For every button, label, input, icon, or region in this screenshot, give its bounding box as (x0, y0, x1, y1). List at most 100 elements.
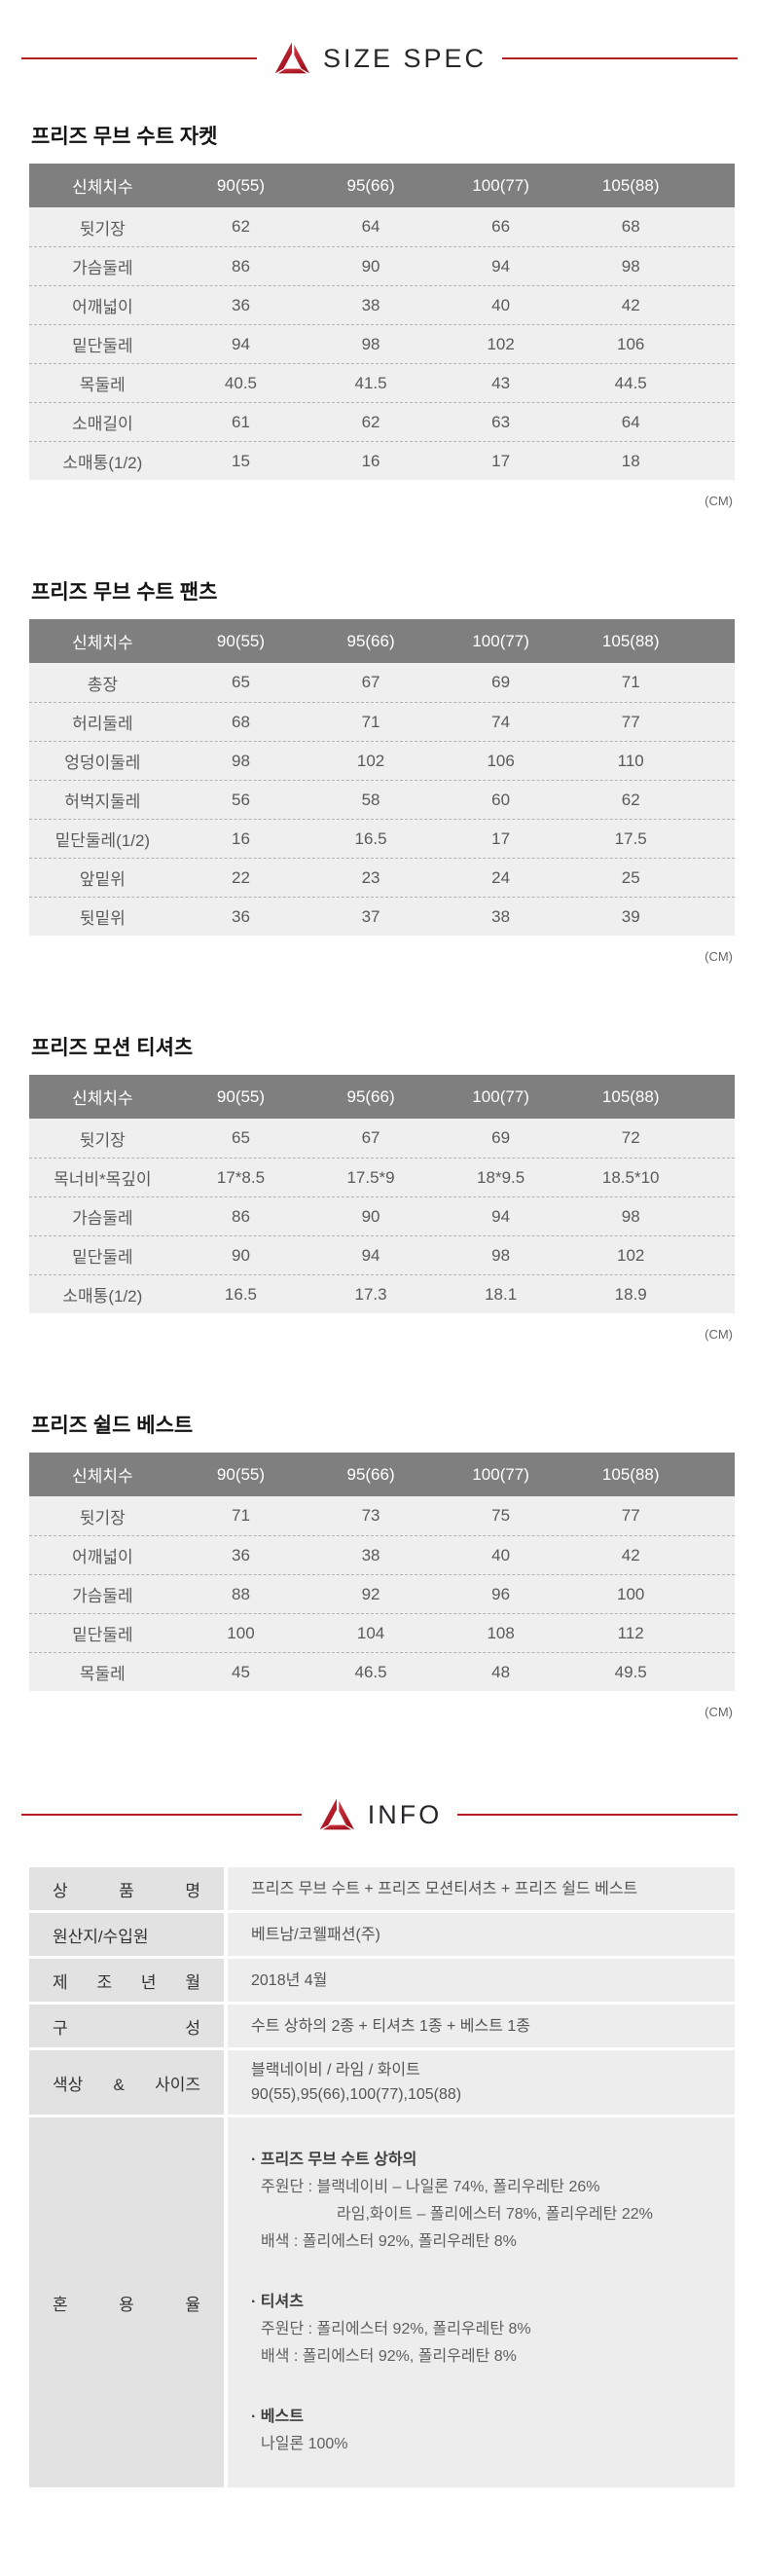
table-row: 뒷기장 71 73 75 77 (29, 1496, 735, 1535)
info-row-label-text: 혼 용 율 (53, 2295, 200, 2314)
info-row-label: 혼 용 율 (29, 2117, 224, 2487)
size-value: 42 (621, 295, 640, 314)
banner-line-right (457, 1814, 738, 1816)
row-label: 뒷밑위 (79, 909, 126, 928)
column-header-size-90(55): 90(55) (216, 1086, 266, 1106)
size-value: 40 (491, 295, 511, 314)
size-value: 68 (232, 712, 250, 731)
info-row: 상 품 명 프리즈 무브 수트 + 프리즈 모션티셔츠 + 프리즈 쉴드 베스트 (29, 1867, 735, 1910)
table-row: 목둘레 45 46.5 48 49.5 (29, 1652, 735, 1691)
size-value: 38 (491, 906, 511, 926)
info-row-value: 베트남/코웰패션(주) (228, 1913, 735, 1956)
row-label: 어깨넓이 (72, 1548, 133, 1566)
size-value: 77 (621, 1506, 640, 1525)
column-header-body-size: 신체치수 (72, 178, 133, 197)
size-value: 46.5 (354, 1662, 387, 1681)
size-value: 42 (621, 1545, 640, 1564)
row-label: 앞밑위 (79, 870, 126, 889)
size-value: 36 (232, 1545, 250, 1564)
column-header-size-105(88): 105(88) (601, 1086, 660, 1106)
size-table-header-row: 신체치수 90(55) 95(66) 100(77) 105(88) (29, 619, 735, 663)
size-value: 102 (617, 1245, 645, 1265)
size-value: 38 (361, 295, 380, 314)
size-value: 37 (361, 906, 380, 926)
row-label: 목둘레 (79, 1665, 126, 1683)
table-row: 가슴둘레 86 90 94 98 (29, 246, 735, 285)
info-row-label: 상 품 명 (29, 1867, 224, 1910)
size-value: 77 (621, 712, 640, 731)
table-row: 소매통(1/2) 16.5 17.3 18.1 18.9 (29, 1274, 735, 1313)
table-row: 밑단둘레 100 104 108 112 (29, 1613, 735, 1652)
banner-line-right (502, 57, 739, 59)
spec-section-jacket: 프리즈 무브 수트 자켓 신체치수 90(55) 95(66) 100(77) 105(… (29, 121, 735, 508)
info-row-label-text: 상 품 명 (53, 1881, 200, 1900)
size-value: 17 (491, 828, 511, 848)
unit-label: (CM) (705, 949, 733, 964)
row-label: 가슴둘레 (72, 1587, 133, 1605)
size-value: 63 (491, 412, 511, 431)
size-value: 90 (232, 1245, 250, 1265)
info-value-line: 2018년 4월 (251, 1971, 328, 1989)
size-value: 104 (356, 1623, 385, 1642)
table-row: 뒷밑위 36 37 38 39 (29, 897, 735, 936)
size-value: 17.5 (614, 828, 647, 848)
row-label: 목둘레 (79, 376, 126, 394)
unit-label: (CM) (705, 1705, 733, 1719)
column-header-body-size: 신체치수 (72, 1467, 133, 1486)
table-row: 소매통(1/2) 15 16 17 18 (29, 441, 735, 480)
table-row: 목너비*목깊이 17*8.5 17.5*9 18*9.5 18.5*10 (29, 1158, 735, 1196)
row-label: 소매통(1/2) (62, 1287, 143, 1306)
table-row: 밑단둘레 94 98 102 106 (29, 324, 735, 363)
info-row-label-text: 구 성 (53, 2018, 200, 2038)
size-value: 88 (232, 1584, 250, 1603)
size-table-tshirt: 신체치수 90(55) 95(66) 100(77) 105(88) 뒷기장 65 67 69 7… (29, 1075, 735, 1313)
table-row: 총장 65 67 69 71 (29, 663, 735, 702)
info-value-line: 프리즈 무브 수트 + 프리즈 모션티셔츠 + 프리즈 쉴드 베스트 (251, 1880, 638, 1897)
info-row-label: 구 성 (29, 2005, 224, 2047)
info-row-value: 수트 상하의 2종 + 티셔츠 1종 + 베스트 1종 (228, 2005, 735, 2047)
blend-line: 나일론 100% (261, 2436, 348, 2452)
unit-label: (CM) (705, 1327, 733, 1342)
size-value: 100 (227, 1623, 255, 1642)
size-value: 68 (621, 217, 640, 236)
size-value: 71 (232, 1506, 250, 1525)
row-label: 밑단둘레 (72, 1248, 133, 1267)
size-value: 39 (621, 906, 640, 926)
table-row: 엉덩이둘레 98 102 106 110 (29, 741, 735, 780)
info-row-label: 원산지/수입원 (29, 1913, 224, 1956)
banner-line-left (21, 57, 257, 59)
info-row-label-text: 제 조 년 월 (53, 1972, 200, 1992)
column-header-size-90(55): 90(55) (216, 631, 266, 650)
info-value-line: 수트 상하의 2종 + 티셔츠 1종 + 베스트 1종 (251, 2017, 531, 2035)
row-label: 어깨넓이 (72, 298, 133, 316)
size-table-jacket: 신체치수 90(55) 95(66) 100(77) 105(88) 뒷기장 62 64 66 6… (29, 164, 735, 480)
info-row-label: 색상 & 사이즈 (29, 2050, 224, 2115)
spec-section-title: 프리즈 무브 수트 자켓 (31, 126, 218, 148)
size-value: 24 (491, 867, 511, 887)
size-value: 18.1 (485, 1284, 518, 1304)
column-header-size-90(55): 90(55) (216, 1464, 266, 1484)
size-value: 64 (621, 412, 640, 431)
row-label: 뒷기장 (79, 1130, 126, 1150)
blend-line: 배색 : 폴리에스터 92%, 폴리우레탄 8% (261, 2233, 517, 2250)
info-row-value: 프리즈 무브 수트 + 프리즈 모션티셔츠 + 프리즈 쉴드 베스트 (228, 1867, 735, 1910)
row-label: 밑단둘레(1/2) (54, 831, 151, 850)
table-row: 뒷기장 65 67 69 72 (29, 1119, 735, 1158)
size-value: 18.5*10 (601, 1167, 660, 1187)
size-value: 98 (621, 256, 640, 276)
column-header-size-105(88): 105(88) (601, 631, 660, 650)
reebok-delta-icon (319, 1798, 354, 1830)
size-value: 58 (361, 790, 380, 809)
blend-line: 배색 : 폴리에스터 92%, 폴리우레탄 8% (261, 2348, 517, 2365)
size-value: 62 (621, 790, 640, 809)
spec-section-tshirt: 프리즈 모션 티셔츠 신체치수 90(55) 95(66) 100(77) 105(88… (29, 1032, 735, 1342)
info-row-label-text: 색상 & 사이즈 (53, 2075, 200, 2094)
size-value: 64 (361, 217, 380, 236)
blend-heading: · 베스트 (251, 2409, 304, 2425)
size-value: 16 (361, 451, 380, 470)
size-value: 49.5 (614, 1662, 647, 1681)
row-label: 총장 (87, 675, 118, 694)
size-value: 110 (617, 751, 644, 770)
